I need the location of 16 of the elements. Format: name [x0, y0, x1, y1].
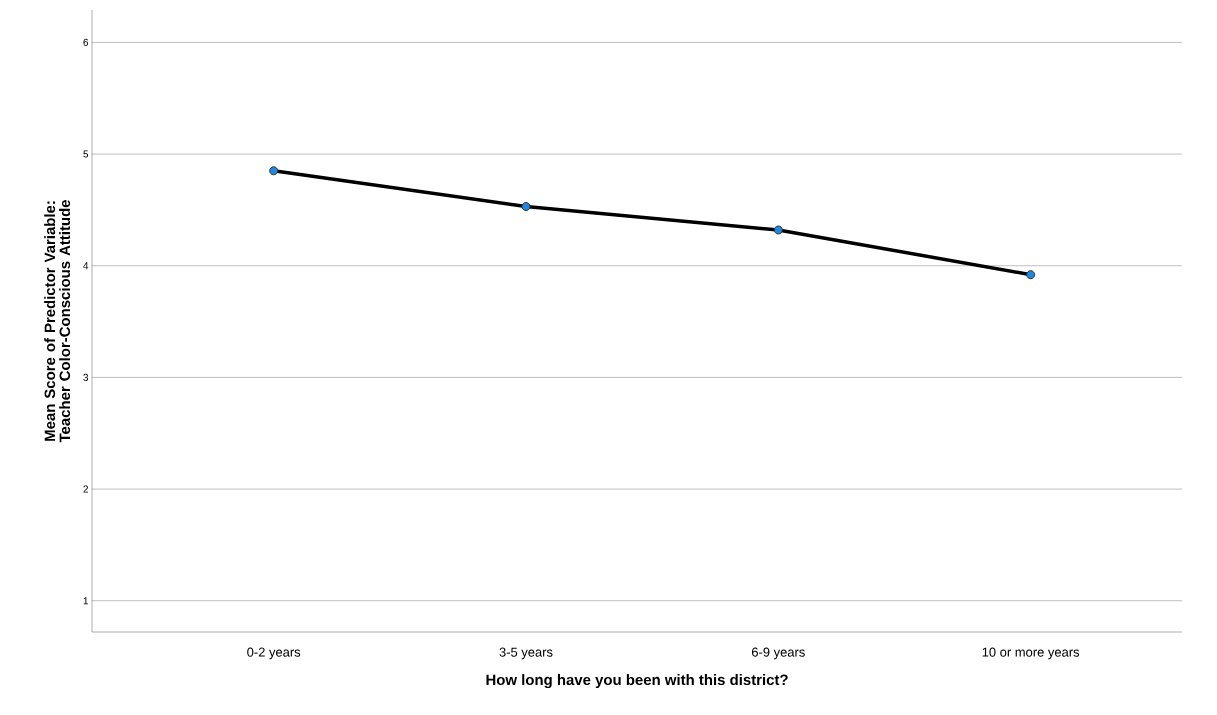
point: [1026, 270, 1036, 280]
y-axis-title: Mean Score of Predictor Variable: Teacher Color-Conscious Attitude: [44, 200, 71, 443]
y-tick-label: 4: [83, 262, 89, 270]
y-tick-label: 6: [83, 38, 89, 46]
y-tick-label: 5: [83, 150, 89, 158]
y-tick-label: 3: [83, 373, 89, 381]
y-tick-label: 2: [83, 485, 88, 493]
y-tick-label: 1: [83, 597, 88, 605]
x-tick-label: 3-5 years: [499, 647, 553, 660]
point: [269, 166, 279, 176]
point: [773, 225, 783, 235]
x-tick-label: 0-2 years: [247, 647, 301, 660]
point: [521, 202, 531, 212]
x-tick-label: 6-9 years: [751, 647, 805, 660]
x-tick-label: 10 or more years: [982, 647, 1080, 660]
x-axis-title: How long have you been with this district?: [486, 674, 788, 689]
